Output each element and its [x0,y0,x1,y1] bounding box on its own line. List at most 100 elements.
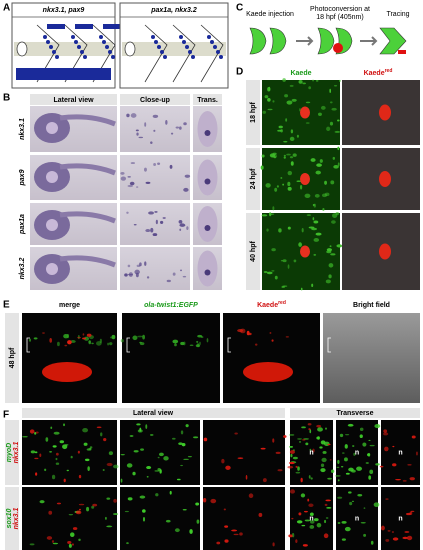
signal [330,469,335,474]
signal [289,84,294,87]
signal [197,111,218,147]
image [223,313,320,403]
signal [344,444,348,449]
signal [339,433,344,438]
signal [329,101,333,104]
row-bar [5,420,19,485]
signal [30,450,36,454]
signal [204,178,211,185]
signal [301,228,304,233]
signal [196,340,199,343]
signal [308,475,311,479]
signal [341,538,346,541]
signal [317,436,320,440]
panel-label: E [3,300,10,311]
signal [153,129,156,132]
signal [120,176,127,181]
signal [186,226,189,230]
signal [275,451,281,454]
signal [336,119,340,122]
signal [49,451,53,453]
signal [260,165,264,170]
signal [137,429,143,433]
signal [406,535,413,541]
signal [75,510,82,515]
signal [99,35,103,39]
embryo [379,27,407,55]
signal [245,475,248,480]
signal [148,211,154,215]
signal [152,233,158,236]
panel-label: D [236,67,243,78]
signal [286,100,293,105]
box-title: pax1a, nkx3.2 [150,7,197,14]
signal [83,442,88,446]
signal [180,269,183,272]
signal [74,40,78,44]
signal [369,469,374,475]
signal [145,424,148,429]
signal [67,340,72,345]
signal [163,55,167,59]
signal [344,434,350,436]
signal [39,500,45,504]
signal [142,334,145,340]
signal [155,219,158,225]
signal [286,153,291,156]
signal [213,45,217,49]
box-title: nkx3.1, pax9 [43,7,85,14]
signal [67,541,72,544]
signal [291,517,294,520]
header: merge [59,302,80,309]
signal [333,85,338,87]
signal [129,181,135,186]
signal [63,478,66,483]
signal [102,469,105,471]
somite-line [144,24,168,83]
signal [52,445,57,448]
signal [86,506,90,512]
signal [375,463,380,466]
signal [70,455,73,459]
signal [197,206,218,242]
image [120,106,190,152]
signal [385,498,389,500]
signal [139,262,142,267]
signal [296,134,299,138]
signal [219,55,223,59]
signal [290,453,293,458]
signal [363,507,366,510]
tail [59,211,116,224]
signal [124,510,129,513]
signal [281,286,285,288]
signal [174,528,180,533]
signal [34,457,39,460]
signal [150,227,154,233]
signal [172,437,176,440]
signal [300,493,306,498]
signal [289,136,295,142]
signal [204,225,211,231]
step-text: 18 hpf (405nm) [316,14,363,21]
signal [200,336,204,338]
signal [289,445,294,448]
signal [46,171,58,183]
signal [78,474,82,479]
signal [301,426,306,429]
signal [233,533,239,536]
signal [282,183,284,186]
row-bar [5,487,19,550]
signal [158,452,164,457]
signal [317,427,323,432]
signal [33,337,38,340]
signal [405,512,412,516]
signal [144,167,147,172]
signal [283,154,286,157]
signal [172,339,179,344]
signal [312,217,315,221]
signal [267,98,271,102]
step-text: Tracing [386,11,409,18]
signal [159,220,164,224]
signal [329,121,334,126]
signal [321,457,327,463]
